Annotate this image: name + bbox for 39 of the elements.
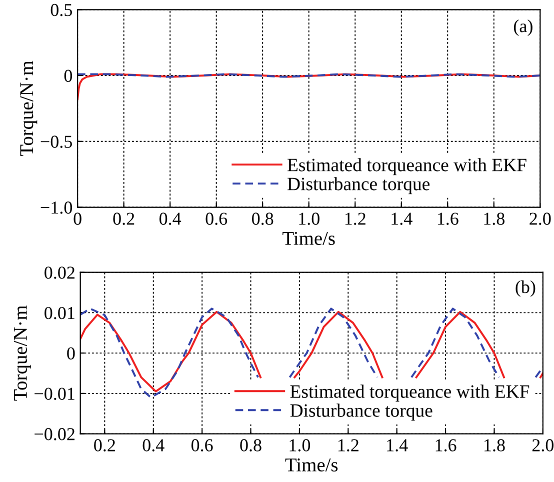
x-tick-label: 2.0 <box>530 212 551 225</box>
y-tick-label: −1.0 <box>40 202 72 214</box>
y-tick-label: 0.02 <box>44 266 74 279</box>
legend-label: Disturbance torque <box>290 404 432 421</box>
legend-label: Disturbance torque <box>288 177 430 194</box>
y-axis-title: Torque/N·m <box>20 60 38 156</box>
y-tick-label: 0 <box>67 347 75 360</box>
x-axis-title: Time/s <box>285 458 338 472</box>
x-tick-label: 0.6 <box>191 439 213 452</box>
x-tick-label: 1.0 <box>299 212 320 225</box>
x-tick-label: 0.2 <box>113 212 134 225</box>
y-tick-label: 0.01 <box>44 306 74 320</box>
x-tick-label: 0.2 <box>94 439 115 452</box>
y-tick-label: −0.5 <box>40 136 72 148</box>
x-tick-label: 0.8 <box>240 439 262 452</box>
y-axis-title: Torque/N·m <box>14 305 31 401</box>
x-tick-label: 0.4 <box>159 212 182 225</box>
x-axis-title: Time/s <box>282 232 335 245</box>
x-tick-label: 1.6 <box>436 439 456 452</box>
x-tick-label: 0.8 <box>252 212 274 225</box>
x-tick-label: 1.4 <box>392 212 412 225</box>
x-tick-label: 0.6 <box>206 212 228 225</box>
legend-label: Estimated torqueance with EKF <box>290 384 530 402</box>
x-tick-label: 1.2 <box>345 212 366 225</box>
x-tick-label: 0.4 <box>142 439 164 452</box>
x-tick-label: 1.4 <box>387 439 408 452</box>
x-tick-label: 1.2 <box>338 439 358 452</box>
y-tick-label: −0.01 <box>34 388 74 400</box>
y-tick-label: 0.5 <box>50 4 72 16</box>
y-tick-label: −0.02 <box>34 428 74 440</box>
x-tick-label: 2.0 <box>532 439 554 452</box>
annotation: (b) <box>516 280 536 297</box>
x-tick-label: 1.8 <box>484 439 505 452</box>
y-tick-label: 0 <box>64 70 72 82</box>
x-tick-label: 1.6 <box>438 212 458 225</box>
annotation: (a) <box>514 20 532 36</box>
legend-label: Estimated torqueance with EKF <box>288 158 526 176</box>
x-tick-label: 1.8 <box>484 212 504 225</box>
x-tick-label: 1.0 <box>290 439 310 452</box>
